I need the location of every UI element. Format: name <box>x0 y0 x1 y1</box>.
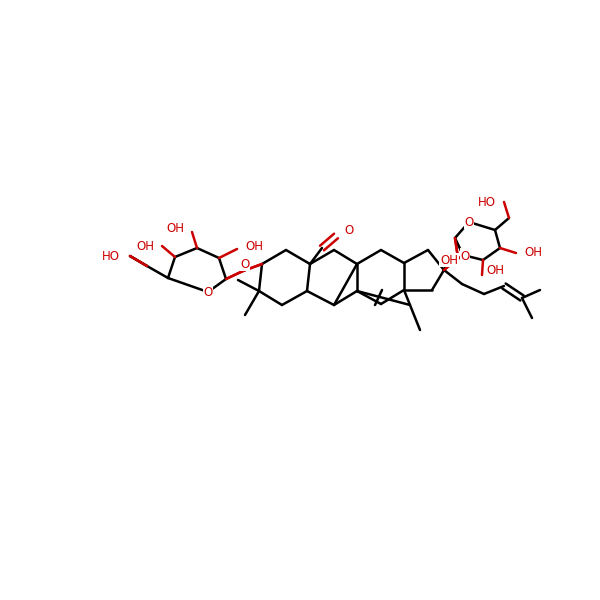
Text: O: O <box>241 257 250 271</box>
Text: O: O <box>464 215 473 229</box>
Text: O: O <box>203 286 212 298</box>
Text: O: O <box>460 250 470 263</box>
Text: OH: OH <box>486 263 504 277</box>
Text: HO: HO <box>478 196 496 208</box>
Text: OH: OH <box>166 223 184 235</box>
Text: OH: OH <box>245 239 263 253</box>
Text: OH: OH <box>136 239 154 253</box>
Text: OH: OH <box>524 247 542 259</box>
Text: O: O <box>460 248 470 262</box>
Text: O: O <box>344 224 353 238</box>
Text: HO: HO <box>102 250 120 263</box>
Text: O: O <box>241 257 250 271</box>
Text: OH: OH <box>440 253 458 266</box>
